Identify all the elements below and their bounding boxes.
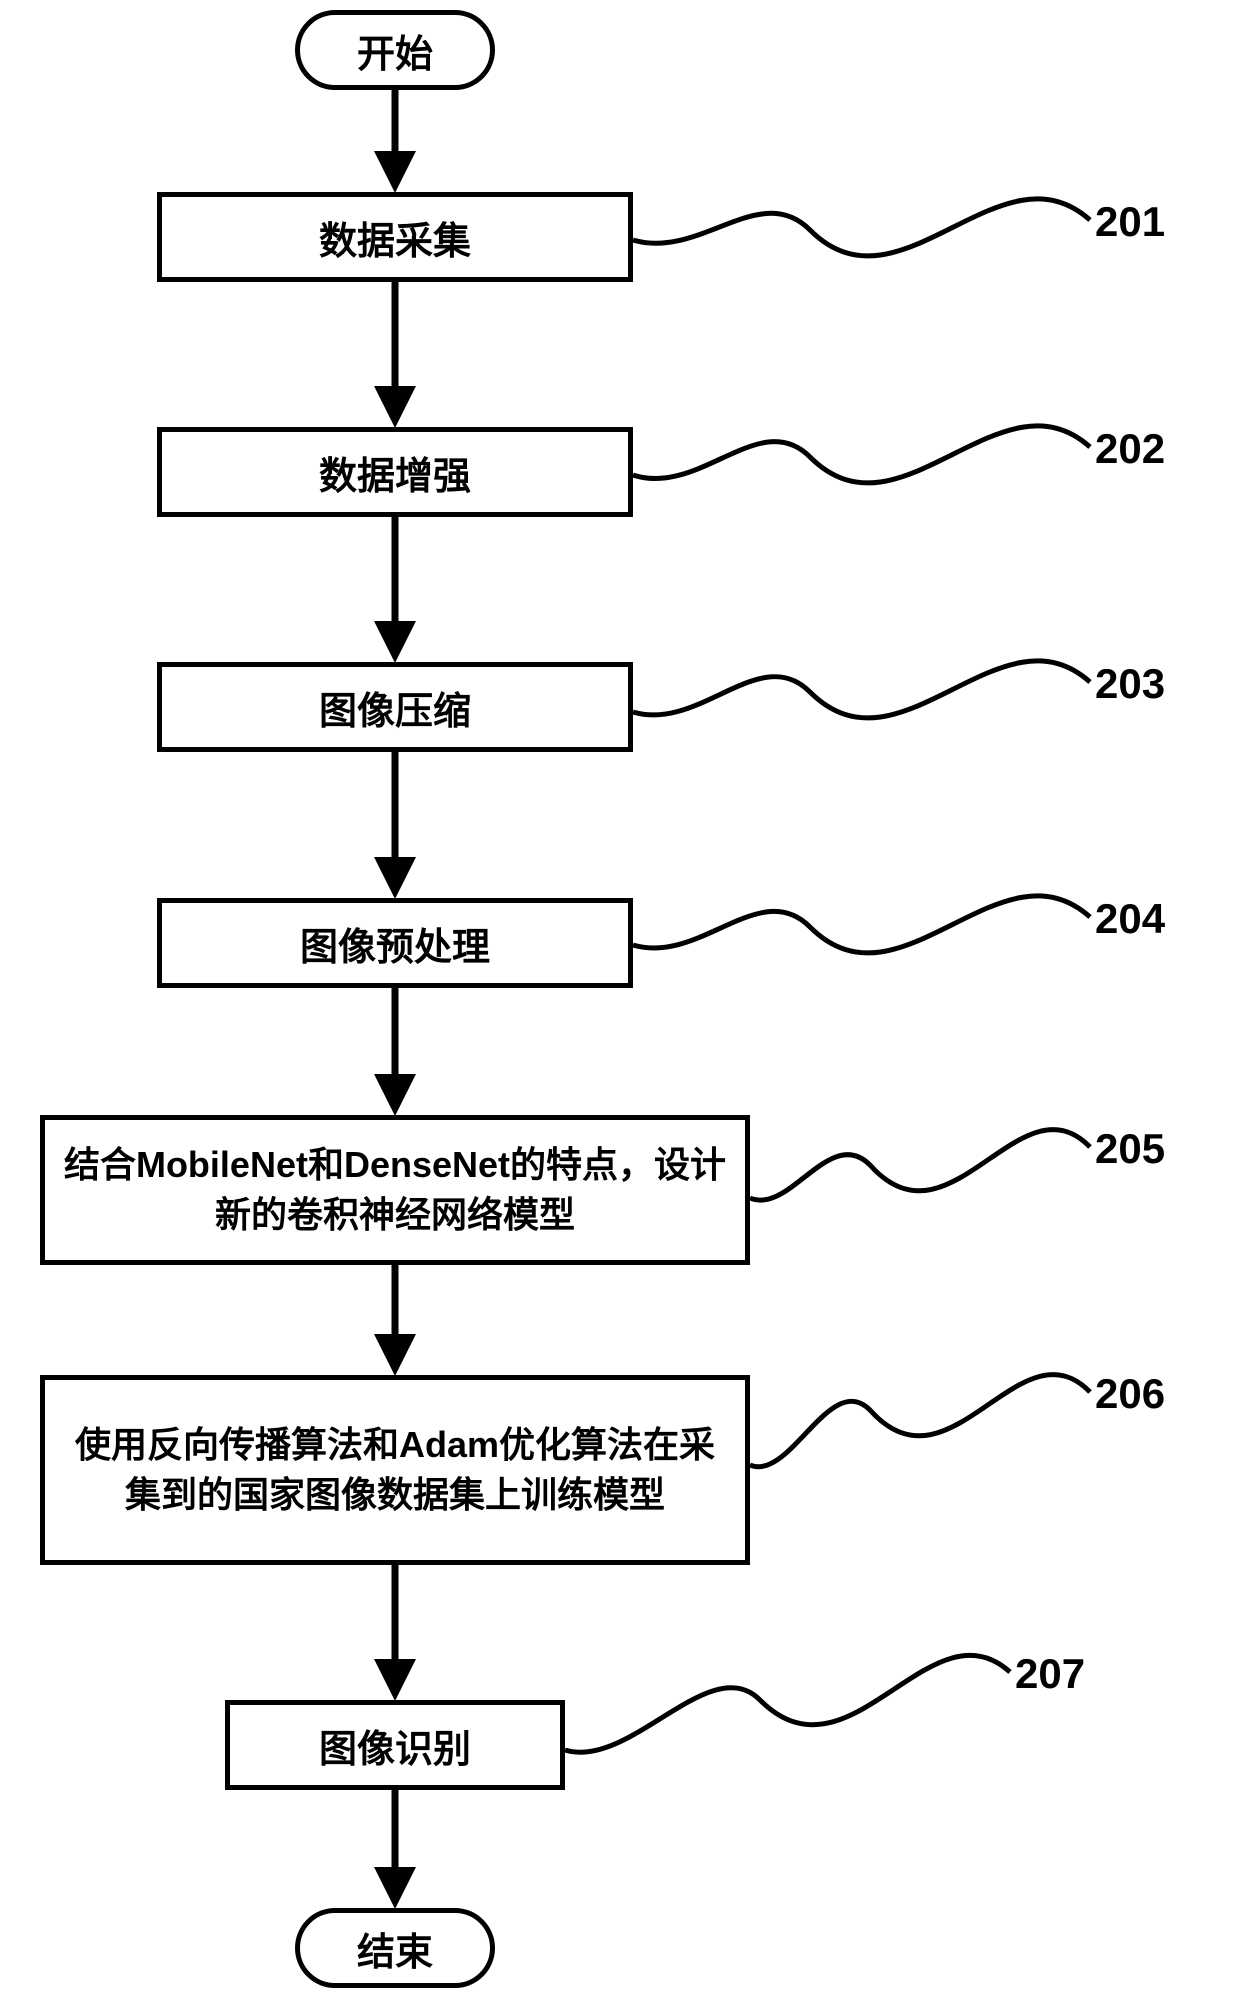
ref-label-205: 205 [1095,1125,1165,1173]
ref-label-207: 207 [1015,1650,1085,1698]
process-data-collection: 数据采集 [157,192,633,282]
ref-label-206: 206 [1095,1370,1165,1418]
process-image-compression: 图像压缩 [157,662,633,752]
process-label: 使用反向传播算法和Adam优化算法在采集到的国家图像数据集上训练模型 [61,1420,729,1521]
end-label: 结束 [357,1921,433,1976]
process-label: 结合MobileNet和DenseNet的特点，设计新的卷积神经网络模型 [61,1140,729,1241]
process-data-augmentation: 数据增强 [157,427,633,517]
start-terminal: 开始 [295,10,495,90]
process-label: 图像预处理 [300,916,490,971]
process-label: 数据采集 [319,210,471,265]
process-image-recognition: 图像识别 [225,1700,565,1790]
flowchart-svg [0,0,1240,2013]
process-label: 数据增强 [319,445,471,500]
process-label: 图像压缩 [319,680,471,735]
start-label: 开始 [357,23,433,78]
process-model-design: 结合MobileNet和DenseNet的特点，设计新的卷积神经网络模型 [40,1115,750,1265]
process-train-model: 使用反向传播算法和Adam优化算法在采集到的国家图像数据集上训练模型 [40,1375,750,1565]
flowchart-container: 开始 数据采集 数据增强 图像压缩 图像预处理 结合MobileNet和Dens… [0,0,1240,2013]
end-terminal: 结束 [295,1908,495,1988]
ref-label-201: 201 [1095,198,1165,246]
process-label: 图像识别 [319,1718,471,1773]
process-image-preprocessing: 图像预处理 [157,898,633,988]
ref-label-202: 202 [1095,425,1165,473]
ref-label-203: 203 [1095,660,1165,708]
ref-label-204: 204 [1095,895,1165,943]
